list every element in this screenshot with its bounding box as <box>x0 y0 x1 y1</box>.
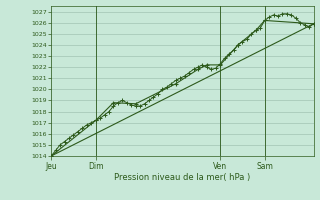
X-axis label: Pression niveau de la mer( hPa ): Pression niveau de la mer( hPa ) <box>114 173 251 182</box>
